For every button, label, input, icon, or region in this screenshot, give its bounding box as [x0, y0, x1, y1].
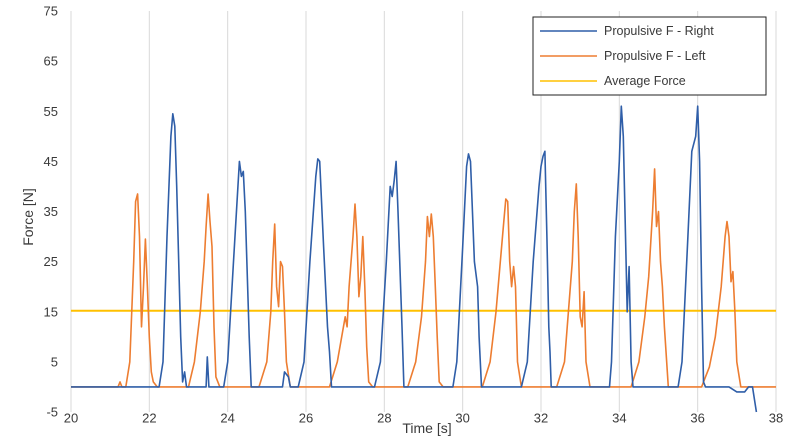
y-tick-labels: -5 5 15 25 35 45 55 65 75 — [44, 4, 58, 420]
y-tick-15: 15 — [44, 304, 58, 319]
legend-label-right: Propulsive F - Right — [604, 24, 714, 38]
x-axis-label: Time [s] — [402, 420, 451, 436]
x-tick-34: 34 — [612, 411, 626, 426]
legend-label-left: Propulsive F - Left — [604, 49, 706, 63]
y-tick--5: -5 — [46, 405, 58, 420]
y-tick-5: 5 — [51, 354, 58, 369]
legend: Propulsive F - Right Propulsive F - Left… — [532, 16, 767, 96]
y-tick-25: 25 — [44, 254, 58, 269]
y-tick-35: 35 — [44, 204, 58, 219]
x-tick-30: 30 — [455, 411, 469, 426]
x-tick-36: 36 — [690, 411, 704, 426]
series-line-left — [71, 168, 776, 388]
x-tick-28: 28 — [377, 411, 391, 426]
x-tick-38: 38 — [769, 411, 783, 426]
y-tick-45: 45 — [44, 154, 58, 169]
series-line-right — [71, 105, 758, 413]
x-tick-24: 24 — [220, 411, 234, 426]
legend-label-average: Average Force — [604, 74, 686, 88]
y-tick-75: 75 — [44, 4, 58, 19]
y-axis-label: Force [N] — [20, 188, 36, 246]
x-tick-26: 26 — [299, 411, 313, 426]
x-tick-labels: 20 22 24 26 28 30 32 34 36 38 — [64, 411, 783, 426]
x-tick-20: 20 — [64, 411, 78, 426]
y-tick-65: 65 — [44, 54, 58, 69]
x-tick-22: 22 — [142, 411, 156, 426]
series-layer — [71, 105, 776, 413]
y-tick-55: 55 — [44, 104, 58, 119]
x-tick-32: 32 — [534, 411, 548, 426]
